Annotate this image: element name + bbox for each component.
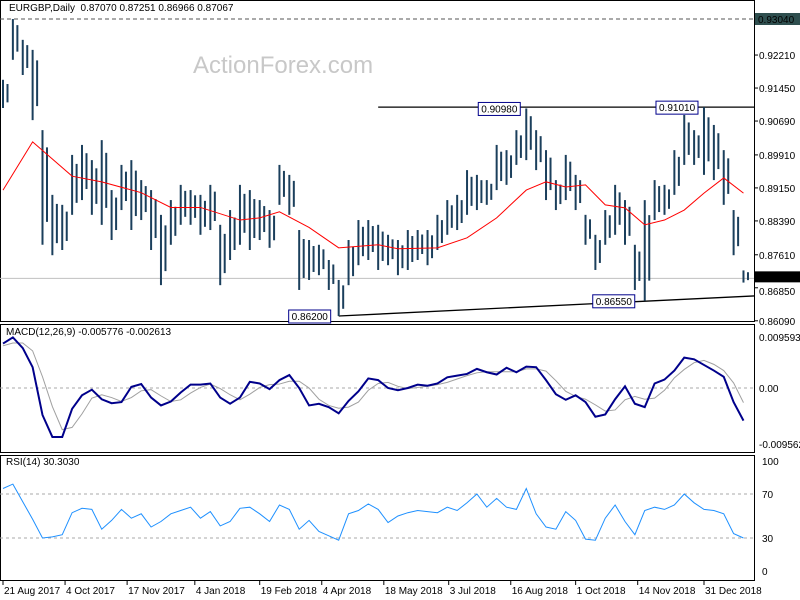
macd-tick-label: 0.00 [759,384,779,395]
macd-panel-frame [0,324,755,453]
rsi-line [2,483,744,541]
price-tick-label: 0.92210 [759,51,796,62]
date-tick-label: 4 Oct 2017 [66,586,115,597]
rsi-header: RSI(14) 30.3030 [6,457,80,468]
high-price-tag [755,13,800,25]
price-annotation-box [655,100,699,115]
macd-header: MACD(12,26,9) -0.005776 -0.002613 [6,327,172,338]
date-tick-label: 21 Aug 2017 [4,586,61,597]
date-tick-label: 1 Oct 2018 [577,586,626,597]
macd-tick-label: 0.009593 [759,333,800,344]
price-annotation-label: 0.91010 [659,103,696,114]
high-price-tag-label: 0.93040 [758,15,795,26]
watermark: ActionForex.com [193,52,374,79]
price-annotation-box [592,294,636,309]
price-annotation-box [288,309,332,324]
price-tick-label: 0.86850 [759,287,796,298]
moving-average-line [2,141,744,250]
rsi-panel-frame [0,455,755,581]
price-tick-label: 0.89150 [759,184,796,195]
date-tick-label: 4 Jan 2018 [196,586,246,597]
ohlc-values: 0.87070 0.87251 0.86966 0.87067 [80,3,234,14]
rsi-tick-label: 70 [762,490,774,501]
support-trendline [338,295,755,317]
symbol-label: EURGBP,Daily [9,3,75,14]
macd-line [2,336,745,438]
rsi-tick-label: 30 [762,534,774,545]
date-tick-label: 18 May 2018 [385,586,443,597]
price-tick-label: 0.88390 [759,217,796,228]
price-tick-label: 0.86090 [759,317,796,328]
date-tick-label: 19 Feb 2018 [261,586,318,597]
date-tick-label: 3 Jul 2018 [450,586,497,597]
date-tick-label: 31 Dec 2018 [705,586,762,597]
date-tick-label: 14 Nov 2018 [639,586,696,597]
rsi-tick-label: 0 [762,567,768,578]
price-annotation-label: 0.90980 [481,104,518,115]
macd-tick-label: -0.009562 [759,440,800,451]
price-tick-label: 0.89910 [759,151,796,162]
price-annotation-label: 0.86550 [596,297,633,308]
date-tick-label: 4 Apr 2018 [323,586,372,597]
price-panel-frame [0,0,755,322]
price-annotation-label: 0.86200 [292,312,329,323]
price-tick-label: 0.90690 [759,117,796,128]
rsi-tick-label: 100 [762,457,779,468]
current-price-tag-label: 0.87067 [758,272,795,283]
current-price-tag [755,271,800,283]
date-tick-label: 17 Nov 2017 [128,586,185,597]
price-annotation-box [477,101,521,116]
price-tick-label: 0.91450 [759,84,796,95]
date-tick-label: 16 Aug 2018 [512,586,569,597]
price-tick-label: 0.87610 [759,251,796,262]
macd-signal-line [2,342,744,431]
symbol-header: EURGBP,Daily 0.87070 0.87251 0.86966 0.8… [9,3,233,14]
